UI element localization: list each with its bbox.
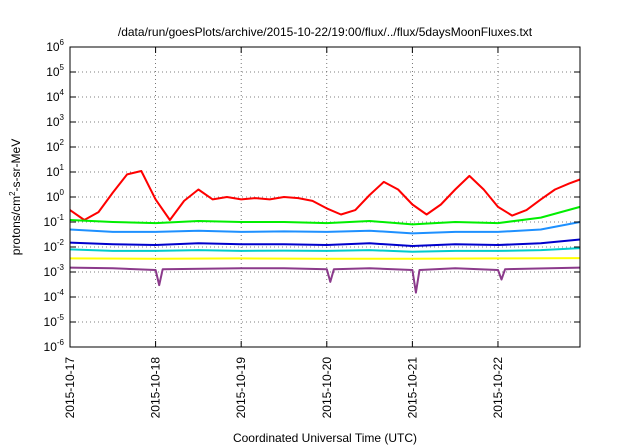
y-tick-label: 10-5	[44, 313, 65, 329]
x-tick-label: 2015-10-18	[149, 357, 163, 419]
y-tick-exponent: -3	[57, 263, 65, 272]
y-tick-base: 10	[46, 40, 60, 54]
series-line-5	[69, 247, 581, 253]
y-tick-exponent: 5	[60, 63, 65, 72]
x-tick-label: 2015-10-22	[491, 357, 505, 419]
y-tick-label: 102	[46, 138, 64, 154]
y-tick-exponent: -5	[57, 313, 65, 322]
y-tick-base: 10	[44, 265, 58, 279]
series-line-7	[69, 266, 581, 294]
series-line-6	[69, 257, 581, 260]
y-label-part: protons/cm	[9, 196, 23, 255]
y-tick-label: 10-1	[44, 213, 65, 229]
y-tick-label: 10-4	[44, 288, 65, 304]
x-tick-label: 2015-10-19	[234, 357, 248, 419]
y-tick-label: 101	[46, 163, 64, 179]
x-tick-label: 2015-10-20	[320, 357, 334, 419]
x-tick-label: 2015-10-21	[405, 357, 419, 419]
grid	[70, 47, 580, 347]
y-tick-base: 10	[46, 65, 60, 79]
y-tick-base: 10	[46, 190, 60, 204]
series-line-3	[69, 221, 581, 235]
y-tick-base: 10	[46, 115, 60, 129]
y-tick-exponent: 0	[60, 188, 65, 197]
y-tick-label: 100	[46, 188, 64, 204]
y-tick-exponent: -4	[57, 288, 65, 297]
y-tick-base: 10	[46, 140, 60, 154]
series-group	[69, 170, 581, 294]
y-tick-exponent: 1	[60, 163, 65, 172]
y-tick-label: 105	[46, 63, 64, 79]
y-tick-base: 10	[46, 165, 60, 179]
y-label-part: -s-sr-MeV	[9, 139, 23, 192]
y-tick-exponent: 2	[60, 138, 65, 147]
y-axis-label: protons/cm2-s-sr-MeV	[8, 139, 23, 255]
x-axis-label: Coordinated Universal Time (UTC)	[233, 431, 417, 445]
y-tick-exponent: -2	[57, 238, 65, 247]
y-tick-exponent: 6	[60, 38, 65, 47]
y-tick-label: 10-6	[44, 338, 65, 354]
x-tick-label: 2015-10-17	[63, 357, 77, 419]
y-tick-exponent: 3	[60, 113, 65, 122]
y-tick-base: 10	[44, 315, 58, 329]
y-tick-label: 10-2	[44, 238, 65, 254]
y-tick-label: 104	[46, 88, 64, 104]
y-tick-label: 103	[46, 113, 64, 129]
y-tick-label: 10-3	[44, 263, 65, 279]
chart-title: /data/run/goesPlots/archive/2015-10-22/1…	[118, 25, 533, 39]
series-line-2	[69, 205, 581, 226]
series-line-1	[69, 170, 581, 221]
y-tick-base: 10	[44, 340, 58, 354]
y-axis: 10-610-510-410-310-210-11001011021031041…	[44, 38, 580, 354]
y-tick-exponent: 4	[60, 88, 65, 97]
y-tick-base: 10	[44, 240, 58, 254]
y-tick-label: 106	[46, 38, 64, 54]
y-tick-exponent: -1	[57, 213, 65, 222]
series-line-4	[69, 238, 581, 247]
y-tick-base: 10	[44, 215, 58, 229]
y-tick-base: 10	[46, 90, 60, 104]
x-axis: 2015-10-17 2015-10-18 2015-10-19 2015-10-20…	[63, 47, 505, 418]
y-tick-exponent: -6	[57, 338, 65, 347]
y-tick-base: 10	[44, 290, 58, 304]
y-label-superscript: 2	[8, 191, 17, 196]
